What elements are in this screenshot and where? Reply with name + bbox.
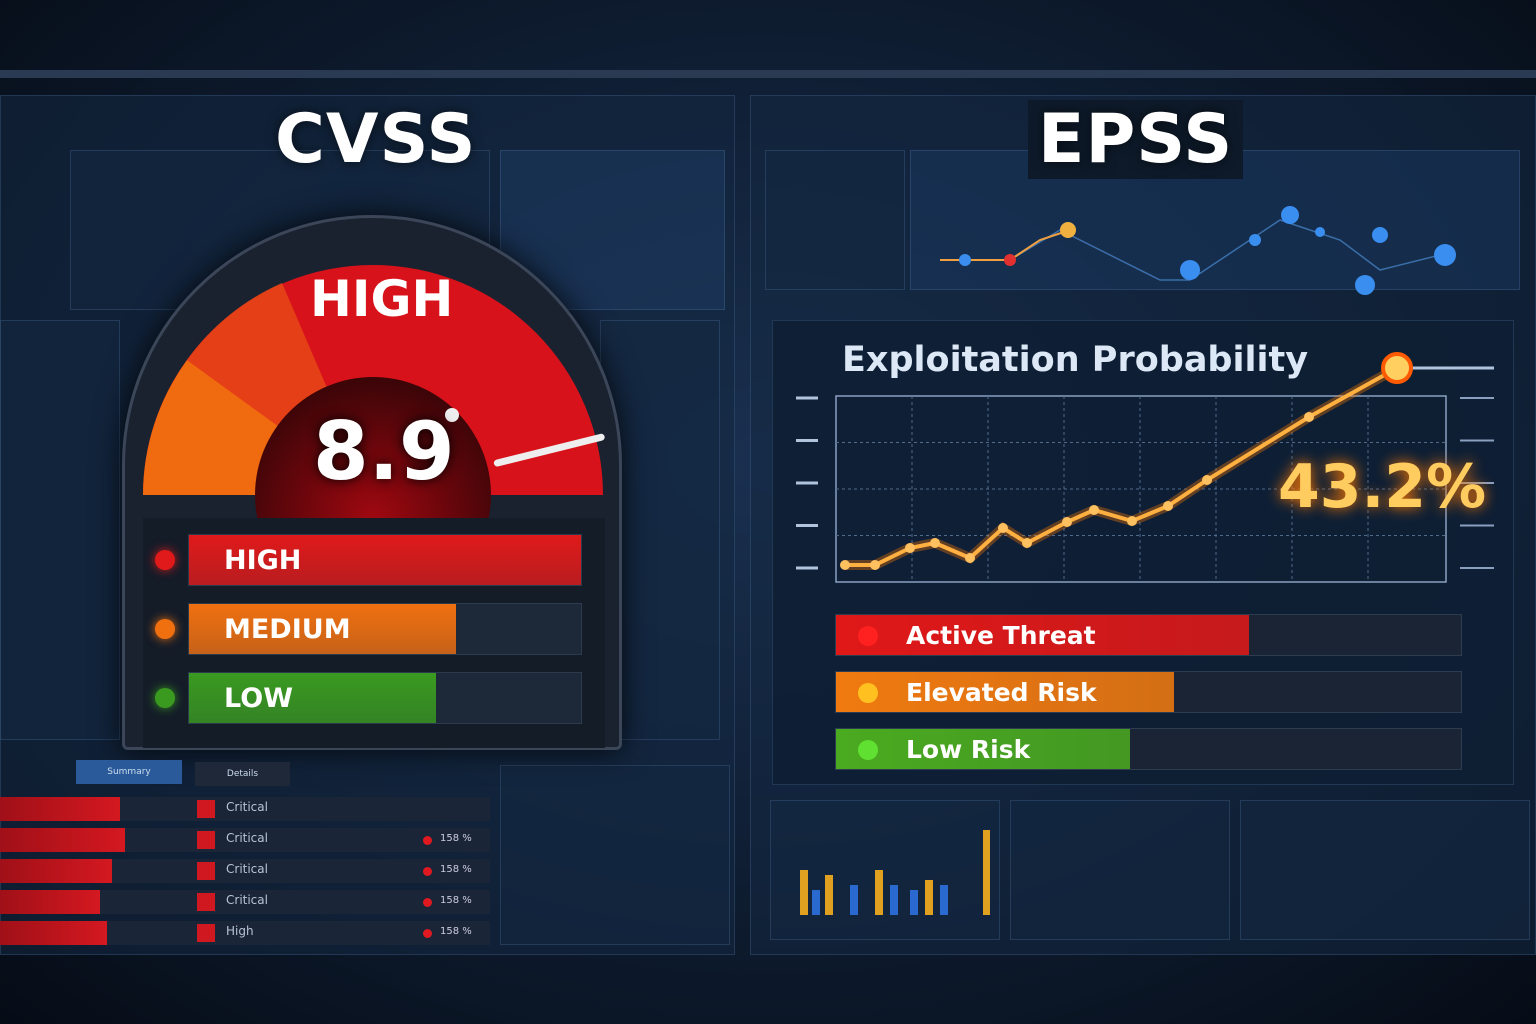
severity-label: High (226, 924, 254, 938)
severity-bar (0, 828, 125, 852)
tab-summary[interactable]: Summary (76, 760, 182, 784)
severity-label: Critical (226, 800, 268, 814)
table-row: Critical 158 % (0, 890, 490, 914)
gauge-center (255, 377, 491, 525)
status-dot (423, 867, 432, 876)
cvss-gauge (143, 265, 605, 525)
severity-bar-label: HIGH (189, 535, 581, 585)
severity-bar-medium: MEDIUM (188, 603, 582, 655)
data-point (870, 560, 880, 570)
epss-title: EPSS (1028, 100, 1244, 179)
severity-bar (0, 797, 120, 821)
risk-bar-fill: Low Risk (836, 729, 1130, 769)
percent-value: 158 % (440, 895, 472, 906)
trend-panel (1240, 800, 1530, 940)
side-panel (0, 320, 120, 740)
data-point (1202, 475, 1212, 485)
percent-value: 158 % (440, 926, 472, 937)
severity-bar (0, 890, 100, 914)
mini-bar-chart (800, 830, 990, 915)
table-row: High 158 % (0, 921, 490, 945)
severity-bar (0, 921, 107, 945)
gauge-level-label: HIGH (310, 270, 454, 328)
status-dot (423, 898, 432, 907)
severity-swatch (197, 862, 215, 880)
severity-bar-high: HIGH (188, 534, 582, 586)
data-point (1163, 501, 1173, 511)
data-point (1089, 505, 1099, 515)
severity-dot-high (155, 550, 175, 570)
data-point (1062, 517, 1072, 527)
risk-label: Active Threat (906, 620, 1096, 650)
severity-bar (0, 859, 112, 883)
cvss-score: 8.9 (313, 405, 455, 498)
severity-bar-label: MEDIUM (189, 604, 456, 654)
risk-bar-fill: Active Threat (836, 615, 1249, 655)
severity-dot-medium (155, 619, 175, 639)
percent-value: 158 % (440, 833, 472, 844)
severity-bar-low: LOW (188, 672, 582, 724)
data-point (840, 560, 850, 570)
tab-details[interactable]: Details (195, 762, 290, 786)
monitor-frame (0, 70, 1536, 78)
risk-dot (858, 740, 878, 760)
risk-bar-elevated-risk: Elevated Risk (835, 671, 1462, 713)
network-graph (940, 206, 1456, 295)
probability-value: 43.2% (1278, 452, 1487, 522)
chart-title: Exploitation Probability (842, 340, 1309, 380)
risk-dot (858, 626, 878, 646)
data-point (905, 543, 915, 553)
risk-bar-low-risk: Low Risk (835, 728, 1462, 770)
cvss-title: CVSS (275, 100, 477, 179)
status-dot (423, 929, 432, 938)
table-row: Critical 158 % (0, 859, 490, 883)
percent-value: 158 % (440, 864, 472, 875)
data-point (1022, 538, 1032, 548)
data-point (1381, 352, 1413, 384)
gauge-needle (493, 433, 605, 467)
table-row: Critical (0, 797, 490, 821)
severity-swatch (197, 800, 215, 818)
data-point (965, 553, 975, 563)
severity-swatch (197, 924, 215, 942)
data-point (1127, 516, 1137, 526)
data-point (930, 538, 940, 548)
background-panel (765, 150, 905, 290)
severity-label: Critical (226, 862, 268, 876)
risk-label: Elevated Risk (906, 677, 1097, 707)
risk-label: Low Risk (906, 734, 1031, 764)
table-row: Critical 158 % (0, 828, 490, 852)
risk-bar-active-threat: Active Threat (835, 614, 1462, 656)
bar-chart-panel (770, 800, 1000, 940)
list-panel (1010, 800, 1230, 940)
severity-swatch (197, 893, 215, 911)
severity-dot-low (155, 688, 175, 708)
mini-table-panel (500, 765, 730, 945)
probability-line-chart (796, 352, 1494, 583)
risk-dot (858, 683, 878, 703)
severity-label: Critical (226, 831, 268, 845)
severity-swatch (197, 831, 215, 849)
severity-bar-label: LOW (189, 673, 436, 723)
severity-label: Critical (226, 893, 268, 907)
status-dot (423, 836, 432, 845)
risk-bar-fill: Elevated Risk (836, 672, 1174, 712)
data-point (998, 523, 1008, 533)
data-point (1304, 412, 1314, 422)
